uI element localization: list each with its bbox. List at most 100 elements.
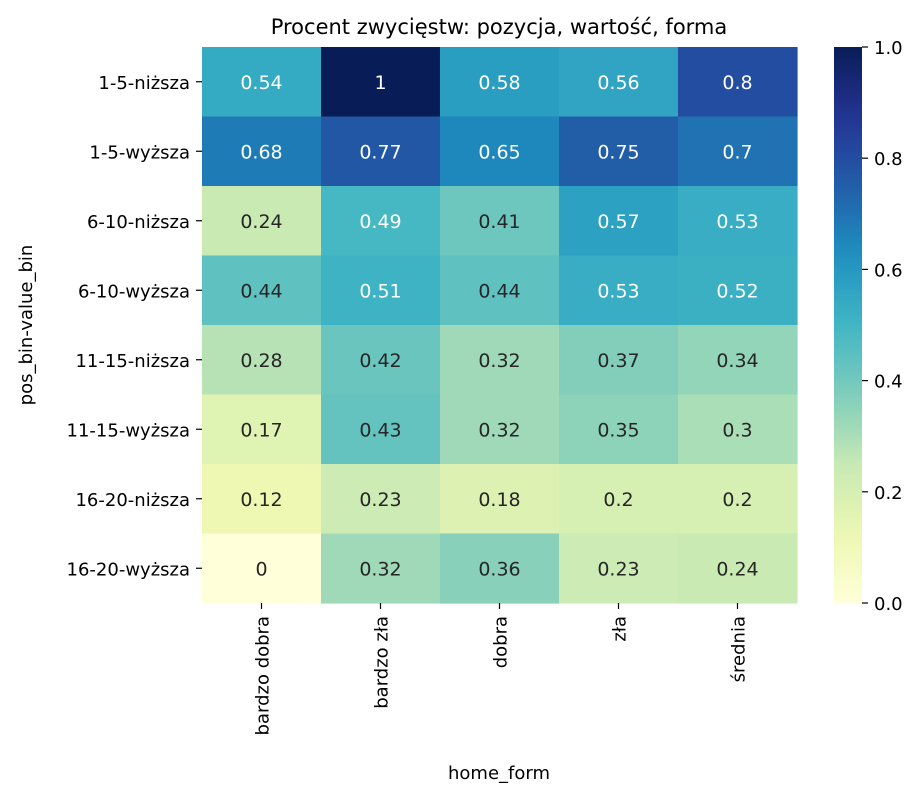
heatmap-cell [559, 394, 679, 465]
cell-value-label: 0.12 [240, 489, 282, 511]
cell-value-label: 0.58 [478, 72, 520, 94]
cell-value-label: 0.44 [478, 280, 520, 302]
heatmap-cell [559, 47, 679, 118]
heatmap-cell [202, 394, 322, 465]
heatmap-cell [678, 255, 798, 326]
heatmap-cell [321, 255, 441, 326]
heatmap-cell [440, 464, 560, 535]
cell-value-label: 1 [374, 72, 386, 94]
x-tick-label: zła [610, 616, 631, 642]
cell-value-label: 0.23 [597, 558, 639, 580]
colorbar-tick-label: 0.0 [874, 594, 903, 615]
y-tick-label: 11-15-wyższa [67, 420, 190, 441]
cell-value-label: 0.7 [722, 141, 752, 163]
heatmap-cell [559, 533, 679, 604]
heatmap-cell [321, 116, 441, 187]
cell-value-label: 0.52 [716, 280, 758, 302]
chart-title: Procent zwycięstw: pozycja, wartość, for… [271, 15, 728, 39]
heatmap-cells: 0.54 1 0.58 0.56 0.8 0.68 0.77 0.65 0.75 0.7 0.24 0… [202, 47, 798, 604]
cell-value-label: 0.8 [722, 72, 752, 94]
colorbar-tick-label: 0.4 [874, 372, 903, 393]
heatmap-cell [559, 325, 679, 396]
heatmap-cell [202, 47, 322, 118]
cell-value-label: 0.32 [359, 558, 401, 580]
cell-value-label: 0.24 [240, 211, 282, 233]
heatmap-cell [678, 533, 798, 604]
heatmap-cell [321, 186, 441, 257]
x-tick-label: dobra [491, 616, 512, 668]
cell-value-label: 0.23 [359, 489, 401, 511]
heatmap-cell [678, 464, 798, 535]
cell-value-label: 0.65 [478, 141, 520, 163]
heatmap-cell [440, 116, 560, 187]
cell-value-label: 0.42 [359, 350, 401, 372]
heatmap-cell [321, 394, 441, 465]
heatmap-cell [321, 533, 441, 604]
colorbar-tick-label: 0.6 [874, 260, 903, 281]
heatmap-cell [559, 186, 679, 257]
cell-value-label: 0.32 [478, 350, 520, 372]
heatmap-cell [678, 116, 798, 187]
heatmap-cell [559, 255, 679, 326]
cell-value-label: 0.75 [597, 141, 639, 163]
colorbar-tick-label: 0.2 [874, 483, 903, 504]
x-tick-label: bardzo dobra [253, 616, 274, 735]
heatmap-cell [202, 255, 322, 326]
cell-value-label: 0.36 [478, 558, 520, 580]
heatmap-cell [440, 186, 560, 257]
cell-value-label: 0.17 [240, 419, 282, 441]
cell-value-label: 0.54 [240, 72, 282, 94]
cell-value-label: 0.44 [240, 280, 282, 302]
y-axis: 1-5-niższa 1-5-wyższa 6-10-niższa 6-10-wyżs… [67, 73, 202, 580]
cell-value-label: 0.18 [478, 489, 520, 511]
cell-value-label: 0.41 [478, 211, 520, 233]
cell-value-label: 0.43 [359, 419, 401, 441]
cell-value-label: 0.2 [603, 489, 633, 511]
y-tick-label: 6-10-niższa [87, 212, 190, 233]
heatmap-cell [559, 116, 679, 187]
heatmap-cell [321, 464, 441, 535]
heatmap-cell [440, 533, 560, 604]
colorbar-tick-label: 1.0 [874, 38, 903, 59]
colorbar: 0.0 0.2 0.4 0.6 0.8 1.0 [834, 38, 903, 615]
cell-value-label: 0.53 [597, 280, 639, 302]
heatmap-cell [440, 394, 560, 465]
cell-value-label: 0.49 [359, 211, 401, 233]
heatmap-cell [440, 47, 560, 118]
heatmap-cell [440, 325, 560, 396]
y-tick-label: 16-20-wyższa [67, 559, 190, 580]
heatmap-cell [678, 186, 798, 257]
heatmap-cell [202, 116, 322, 187]
cell-value-label: 0.51 [359, 280, 401, 302]
colorbar-gradient [834, 47, 862, 603]
y-tick-label: 16-20-niższa [75, 490, 190, 511]
cell-value-label: 0.57 [597, 211, 639, 233]
heatmap-cell [559, 464, 679, 535]
heatmap-cell [440, 255, 560, 326]
x-tick-label: średnia [729, 616, 750, 682]
heatmap-cell [321, 47, 441, 118]
cell-value-label: 0.53 [716, 211, 758, 233]
cell-value-label: 0.2 [722, 489, 752, 511]
cell-value-label: 0.24 [716, 558, 758, 580]
cell-value-label: 0.32 [478, 419, 520, 441]
x-axis-label: home_form [448, 763, 550, 784]
heatmap-cell [321, 325, 441, 396]
heatmap-cell [678, 394, 798, 465]
x-tick-label: bardzo zła [372, 616, 393, 709]
cell-value-label: 0.28 [240, 350, 282, 372]
cell-value-label: 0.56 [597, 72, 639, 94]
heatmap-cell [202, 533, 322, 604]
cell-value-label: 0.35 [597, 419, 639, 441]
y-tick-label: 1-5-wyższa [89, 142, 190, 163]
heatmap-cell [202, 186, 322, 257]
cell-value-label: 0.77 [359, 141, 401, 163]
cell-value-label: 0.68 [240, 141, 282, 163]
y-tick-label: 6-10-wyższa [78, 281, 190, 302]
y-axis-label: pos_bin-value_bin [16, 245, 37, 406]
heatmap-cell [202, 325, 322, 396]
heatmap-cell [678, 325, 798, 396]
heatmap-cell [202, 464, 322, 535]
heatmap-cell [678, 47, 798, 118]
